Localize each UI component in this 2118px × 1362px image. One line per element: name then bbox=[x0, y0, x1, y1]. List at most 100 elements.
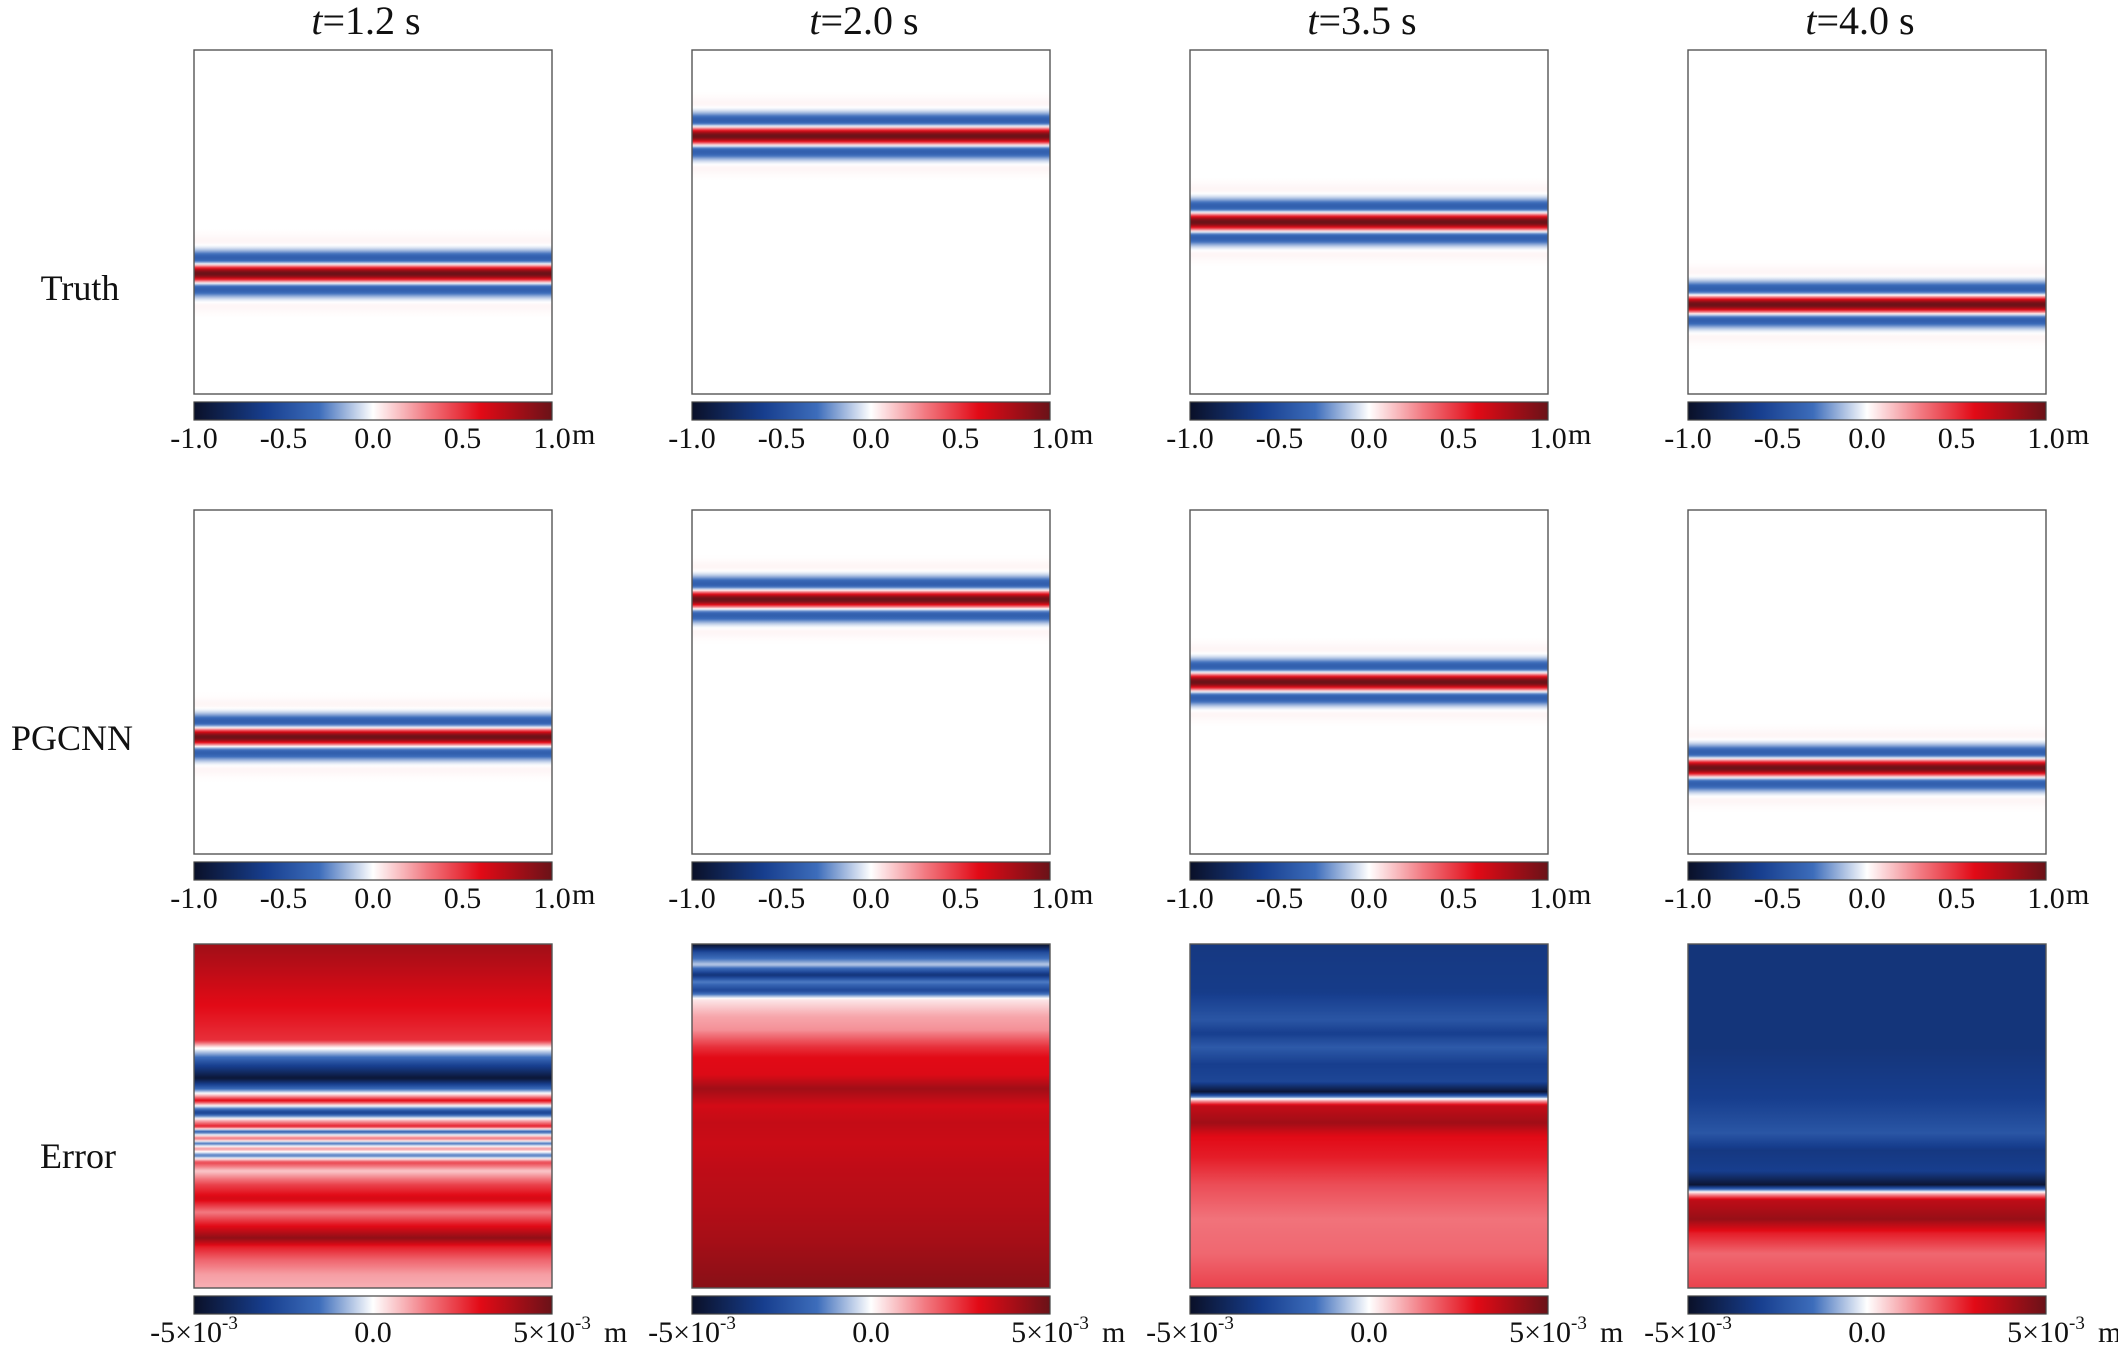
row-label-truth: Truth bbox=[41, 268, 120, 308]
panel-frame bbox=[691, 943, 1051, 1289]
colorbar-tick-label: 1.0 bbox=[2027, 422, 2065, 455]
panel-frame bbox=[691, 509, 1051, 855]
colorbar-group: -1.0 -0.5 0.0 0.5 1.0 m -1.0 -0.5 0.0 0.5 1.0 m -1.0… bbox=[150, 401, 2118, 1349]
colorbar-tick-label: 0.0 bbox=[1848, 1316, 1886, 1349]
colorbar-tick-label: -1.0 bbox=[1166, 882, 1214, 915]
colorbar-tick-label: -5×10-3 bbox=[1644, 1313, 1732, 1349]
colorbar-tick-label: 1.0 bbox=[1031, 422, 1069, 455]
panel-frame bbox=[1687, 49, 2047, 395]
colorbar-tick-label: -0.5 bbox=[1754, 882, 1802, 915]
panel-frame bbox=[1189, 49, 1549, 395]
colorbar-tick-label: -5×10-3 bbox=[150, 1313, 238, 1349]
colorbar-tick-label: 0.0 bbox=[354, 882, 392, 915]
colorbar-tick-label: 1.0 bbox=[1529, 882, 1567, 915]
colorbar-unit: m bbox=[1070, 418, 1093, 451]
colorbar-tick-label: 0.5 bbox=[1440, 882, 1478, 915]
heatmap-panel-truth-4 bbox=[1688, 50, 2046, 394]
panel-frame bbox=[691, 49, 1051, 395]
colorbar bbox=[692, 402, 1050, 420]
panel-frame bbox=[1687, 509, 2047, 855]
colorbar-tick-label: 0.5 bbox=[444, 882, 482, 915]
colorbar-tick-label: 5×10-3 bbox=[2007, 1313, 2085, 1349]
panel-frame bbox=[1687, 943, 2047, 1289]
colorbar-tick-label: 0.5 bbox=[1938, 422, 1976, 455]
colorbar-unit: m bbox=[572, 878, 595, 911]
colorbar-unit: m bbox=[1600, 1316, 1623, 1349]
column-title-1: t=1.2 s bbox=[311, 0, 420, 43]
colorbar-tick-label: 0.0 bbox=[1848, 422, 1886, 455]
heatmap-panel-pgcnn-3 bbox=[1190, 510, 1548, 854]
colorbar bbox=[1190, 1296, 1548, 1314]
colorbar-tick-label: -1.0 bbox=[1664, 422, 1712, 455]
colorbar bbox=[1190, 862, 1548, 880]
panel-grid bbox=[193, 49, 2047, 1289]
colorbar-tick-label: -0.5 bbox=[1754, 422, 1802, 455]
colorbar-tick-label: -1.0 bbox=[1166, 422, 1214, 455]
colorbar bbox=[194, 402, 552, 420]
colorbar-unit: m bbox=[604, 1316, 627, 1349]
panel-frame bbox=[193, 509, 553, 855]
colorbar-tick-label: 0.0 bbox=[354, 422, 392, 455]
colorbar-unit: m bbox=[1102, 1316, 1125, 1349]
colorbar bbox=[1688, 862, 2046, 880]
colorbar-tick-label: -0.5 bbox=[260, 882, 308, 915]
column-title-4: t=4.0 s bbox=[1805, 0, 1914, 43]
colorbar-unit: m bbox=[2066, 878, 2089, 911]
heatmap-panel-error-3 bbox=[1190, 944, 1548, 1288]
colorbar-tick-label: -0.5 bbox=[758, 882, 806, 915]
heatmap-panel-error-4 bbox=[1688, 944, 2046, 1288]
colorbar-unit: m bbox=[1070, 878, 1093, 911]
heatmap-panel-pgcnn-1 bbox=[194, 510, 552, 854]
colorbar bbox=[194, 862, 552, 880]
colorbar-tick-label: -1.0 bbox=[170, 882, 218, 915]
colorbar-tick-label: -1.0 bbox=[668, 882, 716, 915]
colorbar-tick-label: -1.0 bbox=[668, 422, 716, 455]
colorbar-tick-label: -0.5 bbox=[260, 422, 308, 455]
colorbar-unit: m bbox=[572, 418, 595, 451]
colorbar-frame bbox=[691, 401, 1051, 421]
colorbar-frame bbox=[1687, 861, 2047, 881]
colorbar-frame bbox=[1189, 401, 1549, 421]
colorbar-tick-label: 0.0 bbox=[852, 422, 890, 455]
panel-frame bbox=[193, 49, 553, 395]
colorbar bbox=[692, 1296, 1050, 1314]
colorbar-tick-label: 5×10-3 bbox=[1011, 1313, 1089, 1349]
row-label-pgcnn: PGCNN bbox=[11, 718, 133, 758]
colorbar-frame bbox=[691, 861, 1051, 881]
colorbar-tick-label: 0.0 bbox=[1350, 1316, 1388, 1349]
colorbar-tick-label: -5×10-3 bbox=[1146, 1313, 1234, 1349]
colorbar-unit: m bbox=[1568, 878, 1591, 911]
colorbar-tick-label: 0.5 bbox=[942, 882, 980, 915]
heatmap-panel-truth-2 bbox=[692, 50, 1050, 394]
panel-frame bbox=[193, 943, 553, 1289]
colorbar-tick-label: 0.5 bbox=[1938, 882, 1976, 915]
colorbar-tick-label: -1.0 bbox=[1664, 882, 1712, 915]
colorbar-tick-label: 1.0 bbox=[2027, 882, 2065, 915]
colorbar-frame bbox=[193, 1295, 553, 1315]
colorbar-frame bbox=[691, 1295, 1051, 1315]
colorbar-frame bbox=[1189, 861, 1549, 881]
heatmap-panel-truth-1 bbox=[194, 50, 552, 394]
colorbar-tick-label: 0.0 bbox=[1848, 882, 1886, 915]
row-label-error: Error bbox=[40, 1136, 116, 1176]
column-title-3: t=3.5 s bbox=[1307, 0, 1416, 43]
colorbar-tick-label: 0.0 bbox=[1350, 882, 1388, 915]
colorbar-tick-label: 0.5 bbox=[1440, 422, 1478, 455]
column-title-2: t=2.0 s bbox=[809, 0, 918, 43]
colorbar-tick-label: 5×10-3 bbox=[1509, 1313, 1587, 1349]
colorbar-unit: m bbox=[2098, 1316, 2118, 1349]
colorbar bbox=[692, 862, 1050, 880]
heatmap-panel-error-1 bbox=[194, 944, 552, 1288]
colorbar-tick-label: -0.5 bbox=[758, 422, 806, 455]
panel-frame bbox=[1189, 943, 1549, 1289]
colorbar-tick-label: 1.0 bbox=[533, 422, 571, 455]
colorbar bbox=[1688, 402, 2046, 420]
colorbar-frame bbox=[1189, 1295, 1549, 1315]
colorbar-tick-label: -0.5 bbox=[1256, 882, 1304, 915]
colorbar-tick-label: -1.0 bbox=[170, 422, 218, 455]
heatmap-panel-error-2 bbox=[692, 944, 1050, 1288]
colorbar-tick-label: -5×10-3 bbox=[648, 1313, 736, 1349]
colorbar-tick-label: -0.5 bbox=[1256, 422, 1304, 455]
colorbar-tick-label: 1.0 bbox=[1031, 882, 1069, 915]
